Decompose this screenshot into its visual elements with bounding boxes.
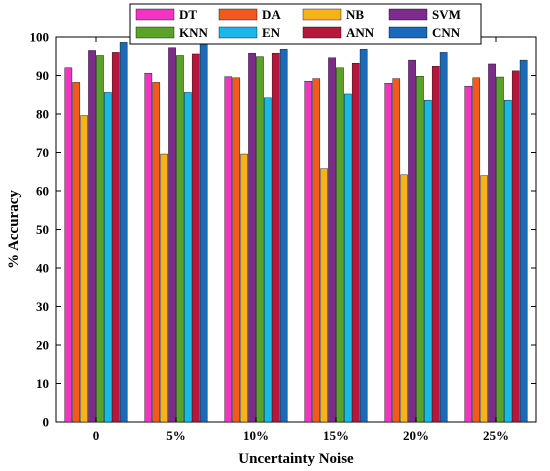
bar-dt-4 [384, 82, 393, 423]
bar-svm-0 [88, 50, 96, 423]
legend-label-dt: DT [179, 7, 197, 22]
y-tick-label: 90 [36, 68, 49, 83]
bar-en-0 [104, 92, 112, 423]
legend-swatch-svm [388, 8, 428, 21]
x-tick-label: 10% [243, 428, 269, 443]
bar-dt-2 [224, 76, 233, 423]
plot-area [55, 36, 537, 423]
bar-da-5 [472, 77, 481, 423]
bar-en-4 [424, 99, 432, 423]
bar-cnn-5 [519, 59, 528, 423]
bar-svm-5 [488, 63, 496, 423]
bars-group [64, 42, 528, 423]
bar-dt-3 [304, 81, 313, 423]
legend-label-knn: KNN [179, 25, 209, 40]
bar-da-0 [72, 82, 81, 423]
bar-dt-1 [144, 72, 153, 423]
bar-da-3 [312, 78, 321, 423]
bar-nb-5 [480, 175, 488, 423]
bar-nb-0 [80, 115, 88, 423]
y-tick-label: 40 [36, 261, 49, 276]
x-tick-label: 20% [403, 428, 429, 443]
bar-nb-4 [400, 174, 408, 423]
bar-da-1 [152, 82, 161, 423]
bar-en-2 [264, 97, 272, 423]
y-tick-label: 80 [36, 107, 49, 122]
y-axis: 0 10 20 30 40 50 60 70 80 90 100 [30, 30, 536, 430]
y-tick-label: 0 [43, 415, 50, 430]
bar-en-3 [344, 93, 352, 423]
bar-svm-1 [168, 47, 176, 423]
legend-swatch-cnn [388, 26, 428, 39]
bar-knn-2 [256, 56, 264, 423]
y-tick-label: 60 [36, 184, 49, 199]
bar-knn-3 [336, 67, 344, 423]
bar-cnn-0 [119, 42, 128, 423]
y-tick-label: 50 [36, 222, 49, 237]
legend-label-en: EN [262, 25, 281, 40]
legend-label-nb: NB [346, 7, 364, 22]
bar-ann-4 [431, 66, 440, 423]
bar-ann-5 [511, 70, 520, 423]
legend-label-cnn: CNN [432, 25, 461, 40]
y-tick-label: 30 [36, 299, 49, 314]
bar-da-4 [392, 78, 401, 423]
legend-swatch-ann [302, 26, 342, 39]
x-tick-label: 0 [93, 428, 100, 443]
bar-dt-5 [464, 86, 473, 423]
bar-nb-1 [160, 153, 168, 423]
legend-label-da: DA [262, 7, 281, 22]
plot-border [55, 36, 537, 423]
legend-swatch-knn [135, 26, 175, 39]
bar-ann-2 [271, 52, 280, 423]
legend-label-ann: ANN [346, 25, 375, 40]
bar-cnn-3 [359, 49, 368, 423]
x-tick-label: 25% [483, 428, 509, 443]
bar-knn-0 [96, 55, 104, 423]
bar-en-5 [504, 99, 512, 423]
bar-da-2 [232, 77, 241, 423]
x-tick-label: 5% [166, 428, 186, 443]
legend-label-svm: SVM [432, 7, 461, 22]
bar-svm-4 [408, 59, 416, 423]
x-tick-label: 15% [323, 428, 349, 443]
bar-knn-1 [176, 55, 184, 423]
bar-cnn-2 [279, 49, 288, 423]
y-tick-label: 20 [36, 338, 49, 353]
bar-nb-2 [240, 153, 248, 423]
legend-swatch-dt [135, 8, 175, 21]
bar-dt-0 [64, 67, 73, 423]
y-tick-label: 100 [30, 30, 50, 45]
x-axis-label: Uncertainty Noise [238, 451, 354, 467]
bar-nb-3 [320, 168, 328, 423]
bar-cnn-4 [439, 52, 448, 423]
legend-swatch-nb [302, 8, 342, 21]
legend-swatch-en [218, 26, 258, 39]
y-axis-label: % Accuracy [6, 190, 22, 269]
y-tick-label: 70 [36, 145, 49, 160]
bar-cnn-1 [199, 42, 208, 423]
bar-ann-3 [351, 62, 360, 423]
bar-svm-2 [248, 52, 256, 423]
bar-en-1 [184, 92, 192, 423]
y-tick-label: 10 [36, 376, 49, 391]
bar-svm-3 [328, 57, 336, 423]
bar-knn-4 [416, 76, 424, 423]
bar-ann-1 [191, 53, 200, 423]
legend-swatch-da [218, 8, 258, 21]
bar-knn-5 [496, 76, 504, 423]
bar-ann-0 [111, 52, 120, 423]
legend: DT DA NB SVM KNN EN ANN CNN [129, 3, 482, 45]
